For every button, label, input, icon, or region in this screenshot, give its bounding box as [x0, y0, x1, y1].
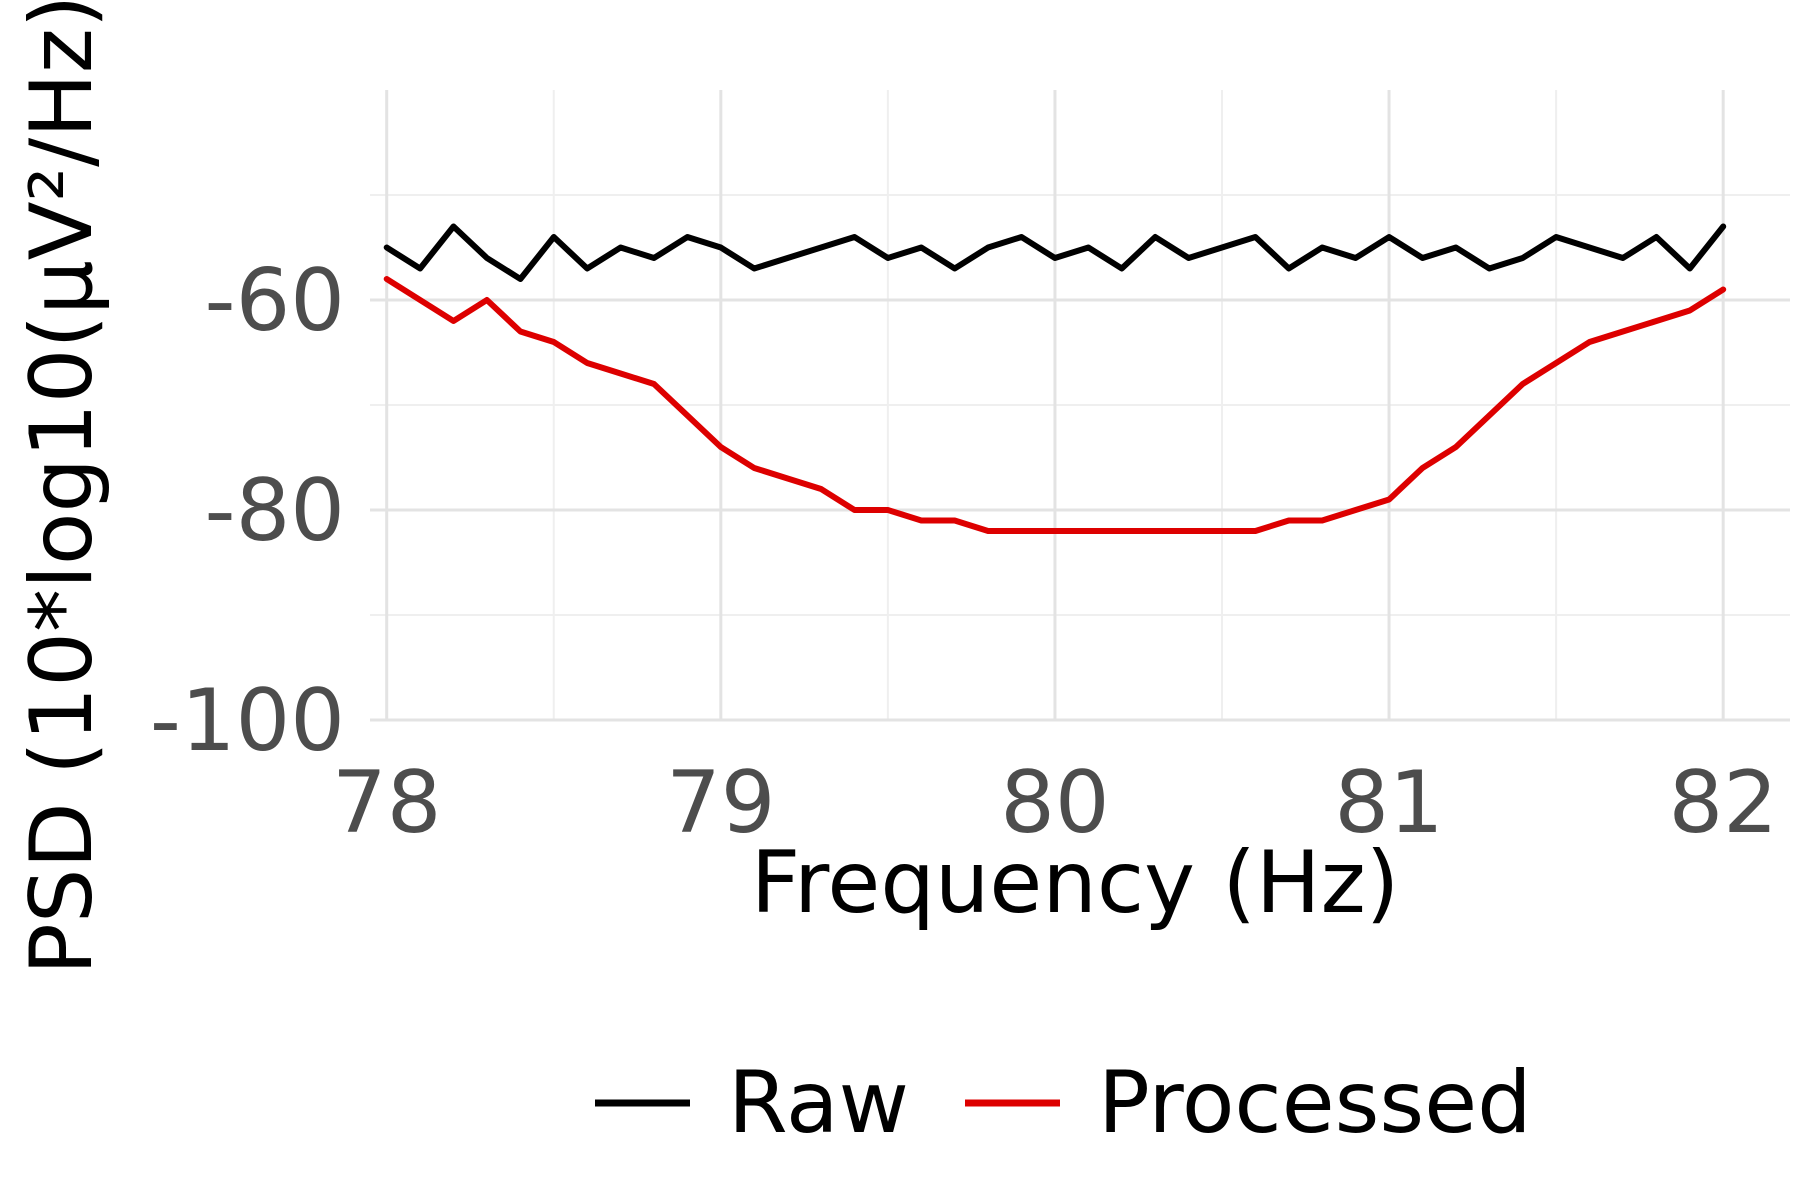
y-tick-label: -100	[150, 671, 345, 771]
x-tick-label: 80	[1000, 753, 1109, 853]
legend-label-raw: Raw	[728, 1053, 909, 1153]
x-tick-labels: 78 79 80 81 82	[332, 753, 1778, 853]
y-axis-title: PSD (10*log10(µV²/Hz))	[12, 0, 112, 975]
y-tick-labels: -60 -80 -100	[150, 251, 345, 771]
grid	[370, 90, 1790, 722]
y-tick-label: -80	[205, 461, 345, 561]
legend-label-processed: Processed	[1098, 1053, 1532, 1153]
y-tick-label: -60	[205, 251, 345, 351]
series-layer	[383, 223, 1727, 534]
x-tick-label: 81	[1334, 753, 1443, 853]
x-tick-label: 79	[666, 753, 775, 853]
series-line-processed	[383, 276, 1727, 534]
series-line-raw	[383, 223, 1727, 282]
x-axis-title: Frequency (Hz)	[751, 833, 1400, 933]
x-tick-label: 82	[1668, 753, 1777, 853]
legend: Raw Processed	[595, 1053, 1532, 1153]
x-tick-label: 78	[332, 753, 441, 853]
